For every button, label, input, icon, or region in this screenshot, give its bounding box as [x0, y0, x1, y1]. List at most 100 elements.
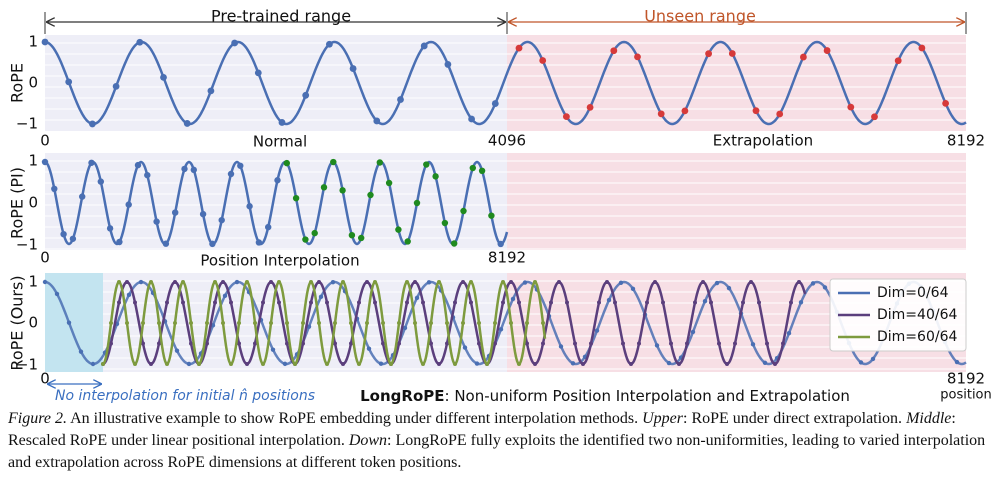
sample-dot — [725, 362, 729, 366]
caption-label: Middle — [906, 410, 952, 427]
sample-dot — [586, 103, 594, 111]
region-unseen — [507, 153, 966, 250]
sample-dot — [469, 300, 473, 305]
sample-dot — [605, 280, 609, 284]
sample-dot — [539, 57, 547, 64]
sample-dot — [309, 280, 313, 284]
sample-dot — [429, 321, 433, 325]
sample-dot — [237, 162, 244, 169]
sample-dot — [261, 362, 265, 366]
sample-dot — [385, 179, 393, 187]
sample-dot — [357, 362, 361, 366]
sample-dot — [517, 300, 521, 305]
sample-dot — [749, 280, 753, 284]
sample-dot — [141, 321, 145, 325]
sample-dot — [525, 321, 529, 325]
sample-dot — [733, 341, 737, 346]
sample-dot — [800, 53, 807, 61]
sample-dot — [172, 209, 179, 216]
sample-dot — [117, 300, 121, 305]
sample-dot — [89, 120, 96, 128]
sample-dot — [349, 341, 353, 346]
y-axis-label: RoPE — [8, 63, 27, 103]
sample-dot — [541, 321, 545, 325]
figure-label: Figure 2. — [8, 410, 67, 427]
sample-dot — [237, 341, 241, 346]
sample-dot — [186, 361, 192, 367]
sample-dot — [397, 341, 401, 346]
y-axis-label: RoPE (PI) — [8, 167, 27, 239]
sample-dot — [218, 216, 225, 224]
sample-dot — [613, 300, 617, 305]
sample-dot — [501, 300, 505, 305]
sample-dot — [109, 341, 113, 346]
sample-dot — [445, 321, 449, 325]
y-tick-label: 1 — [28, 33, 38, 51]
panel-subtitle: Normal — [253, 133, 307, 151]
sample-dot — [227, 170, 235, 178]
sample-dot — [654, 343, 660, 348]
sample-dot — [847, 103, 855, 111]
sample-dot — [373, 280, 377, 284]
sample-dot — [557, 280, 561, 284]
sample-dot — [549, 300, 553, 305]
sample-dot — [432, 173, 439, 180]
sample-dot — [231, 39, 239, 47]
sample-dot — [311, 229, 318, 237]
sample-dot — [333, 321, 337, 325]
sample-dot — [798, 300, 804, 305]
sample-dot — [918, 44, 926, 52]
y-tick-label: −1 — [16, 356, 38, 374]
caption-text: : Rescaled RoPE under linear positional … — [8, 410, 956, 449]
y-tick-label: −1 — [16, 115, 38, 133]
sample-dot — [173, 321, 177, 325]
sample-dot — [541, 341, 545, 346]
sample-dot — [54, 291, 60, 297]
sample-dot — [78, 349, 84, 354]
sample-dot — [221, 321, 225, 325]
sample-dot — [395, 226, 402, 233]
sample-dot — [488, 212, 495, 219]
sample-dot — [453, 362, 457, 366]
sample-dot — [477, 321, 481, 325]
sample-dot — [630, 286, 636, 292]
sample-dot — [752, 107, 760, 115]
sample-dot — [444, 61, 452, 68]
sample-dot — [274, 177, 281, 184]
sample-dot — [677, 362, 681, 366]
sample-dot — [669, 341, 673, 346]
sample-dot — [629, 362, 633, 366]
sample-dot — [246, 203, 253, 210]
sample-dot — [349, 321, 353, 325]
sample-dot — [485, 362, 489, 366]
sample-dot — [437, 362, 441, 366]
sample-dot — [822, 285, 828, 290]
sample-dot — [136, 38, 144, 46]
sample-dot — [717, 341, 721, 346]
panel-title-rest: : Non-uniform Position Interpolation and… — [445, 387, 850, 405]
sample-dot — [245, 362, 249, 366]
sample-dot — [285, 341, 289, 346]
caption-label: Down — [348, 432, 388, 449]
curve — [44, 160, 509, 246]
sample-dot — [234, 279, 240, 285]
sample-dot — [157, 341, 161, 346]
sample-dot — [522, 280, 528, 285]
sample-dot — [317, 321, 321, 325]
sample-dot — [245, 280, 249, 284]
curve — [102, 280, 807, 366]
sample-dot — [149, 280, 153, 284]
sample-dot — [265, 223, 272, 231]
sample-dot — [189, 341, 193, 346]
sample-dot — [357, 300, 361, 305]
sample-dot — [765, 341, 769, 346]
sample-dot — [41, 158, 49, 166]
figure: Pre-trained range Unseen range RoPE 1 0 … — [8, 7, 992, 405]
sample-dot — [657, 110, 665, 118]
sample-dot — [413, 321, 417, 325]
sample-dot — [181, 300, 185, 305]
sample-dot — [149, 362, 153, 366]
caption-text: : RoPE under direct extrapolation. — [683, 410, 907, 427]
sample-dot — [302, 91, 310, 99]
sample-dot — [685, 341, 689, 346]
